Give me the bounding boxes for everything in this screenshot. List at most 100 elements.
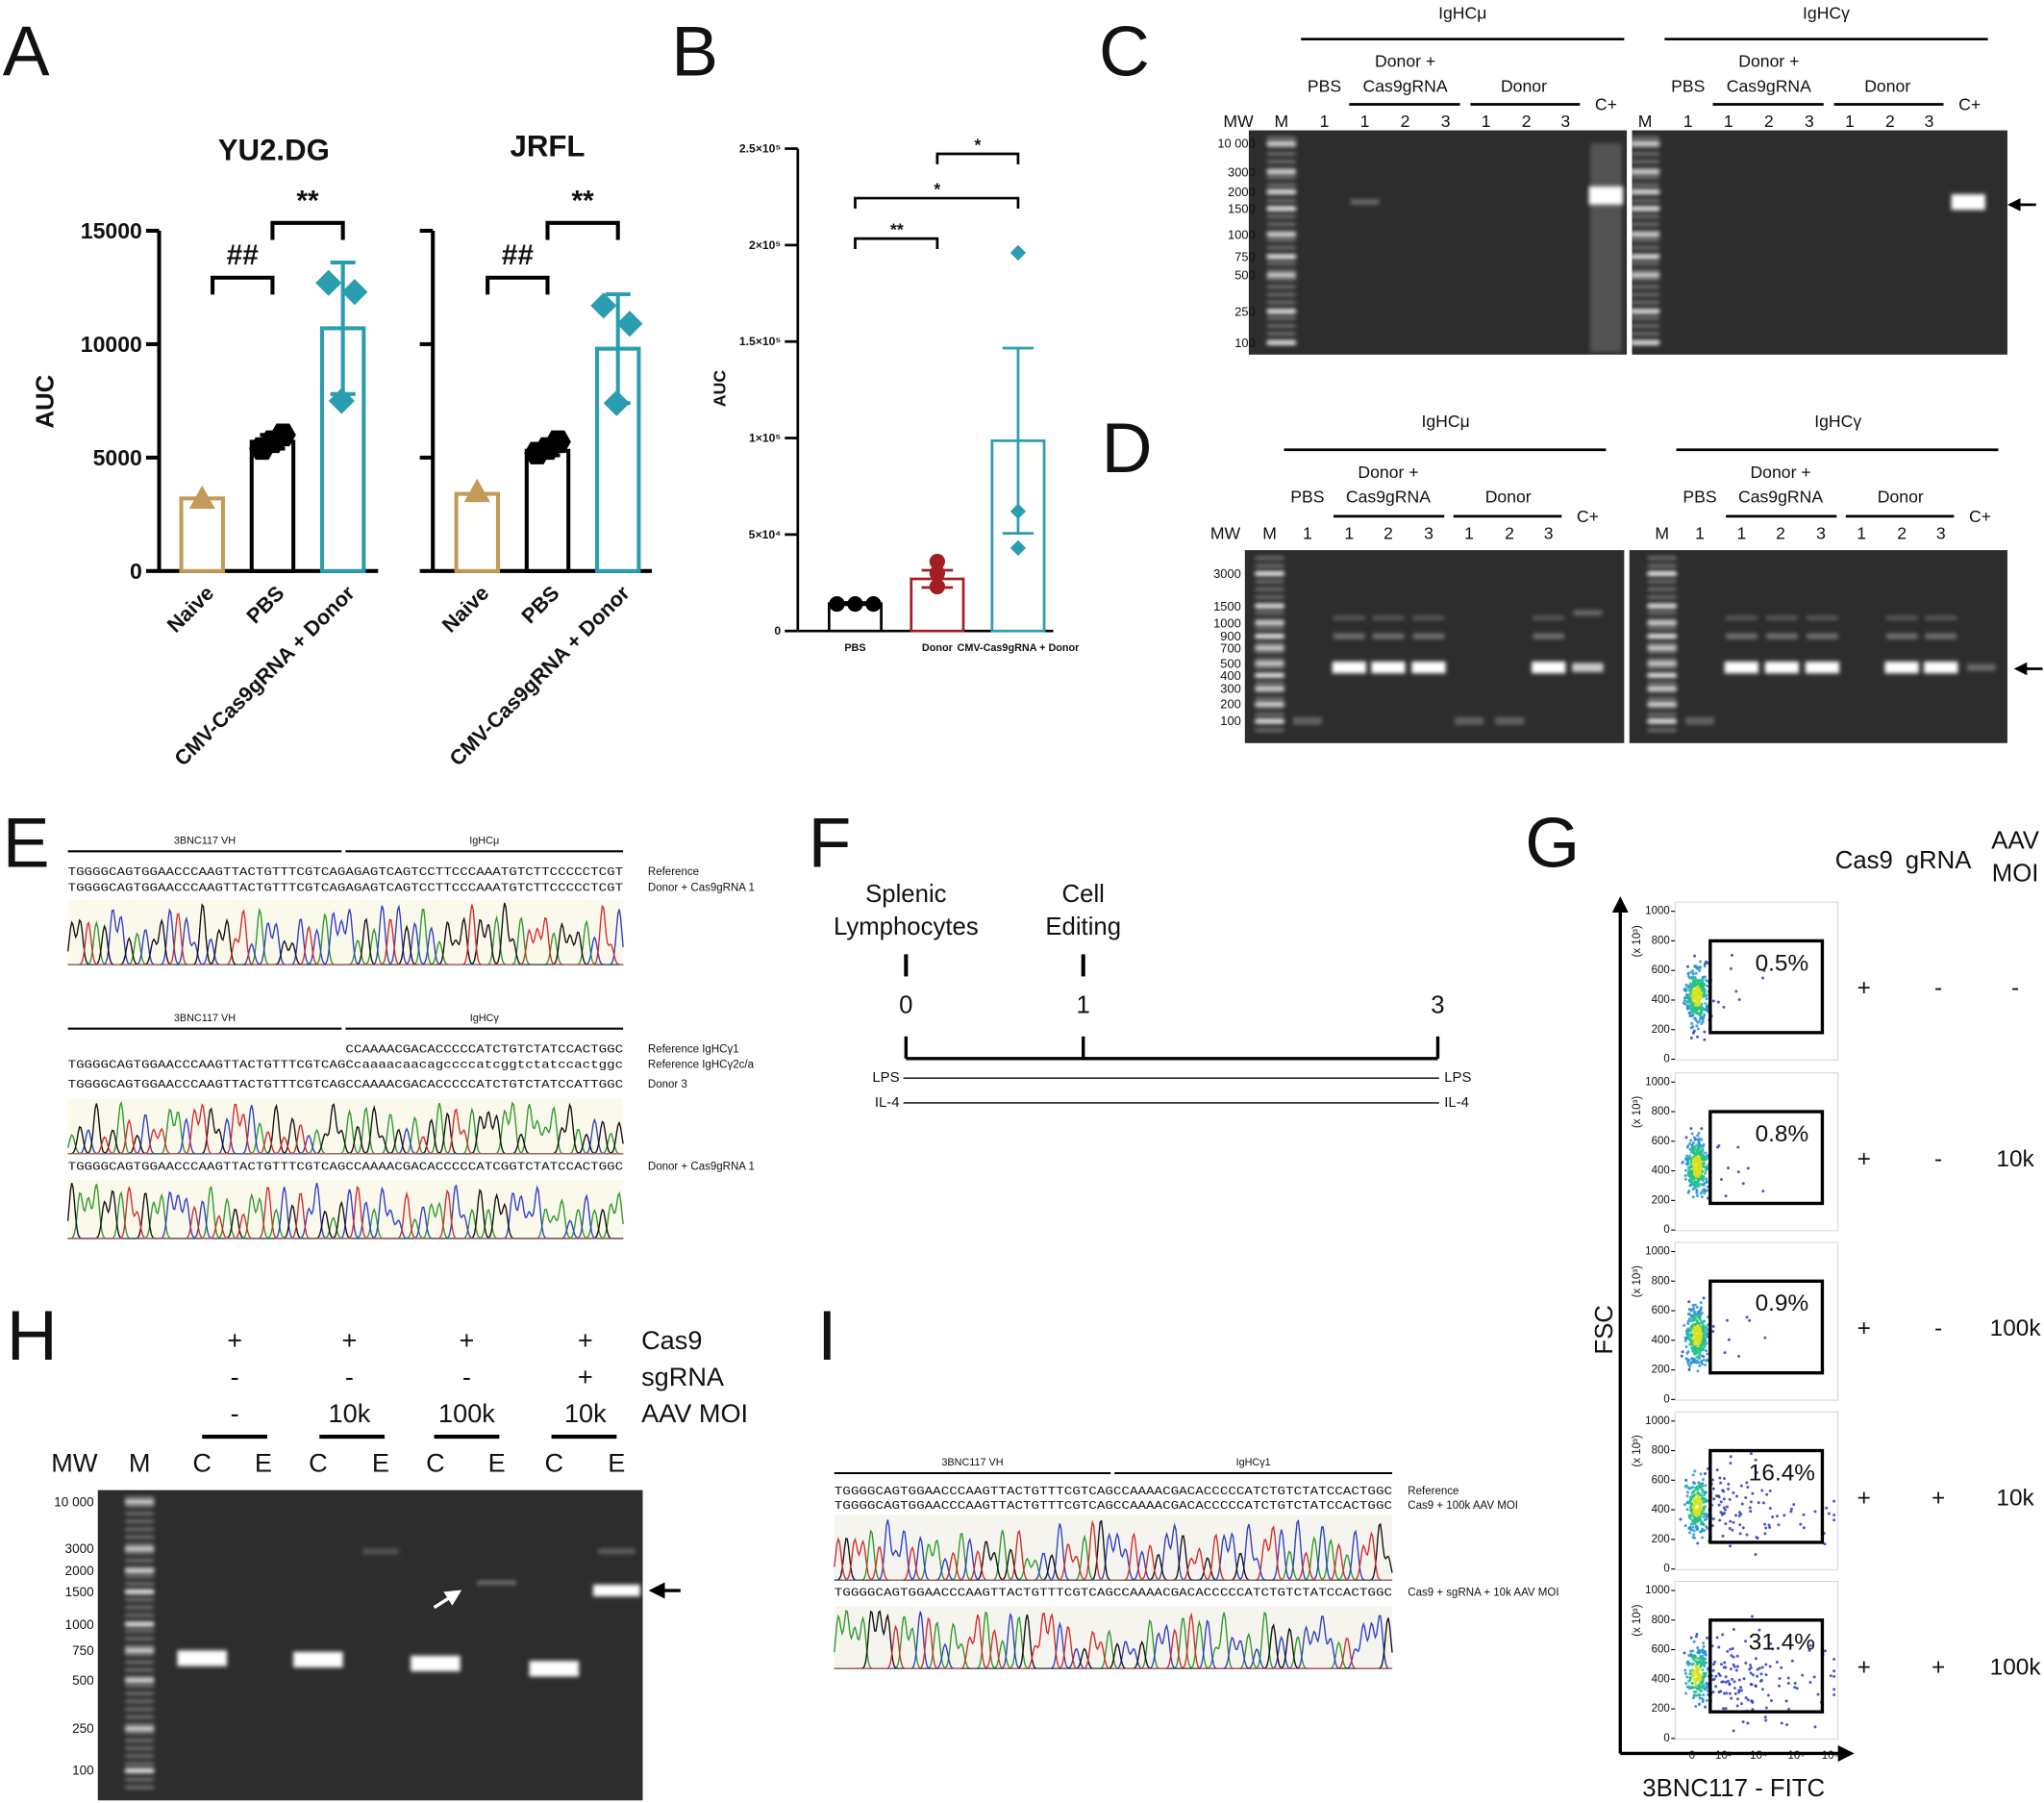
flow-event — [1715, 1468, 1719, 1472]
flow-event — [1685, 1675, 1689, 1679]
flow-event — [1702, 1296, 1706, 1300]
flow-event — [1697, 1132, 1701, 1136]
condition-value: - — [231, 1362, 239, 1391]
condition-sign: 10k — [1996, 1485, 2034, 1511]
data-point — [929, 564, 946, 582]
flow-event — [1769, 1641, 1773, 1645]
flow-event — [1704, 1333, 1707, 1337]
flow-event — [1720, 1178, 1723, 1182]
condition-sign: - — [1934, 975, 1942, 1001]
gel-band — [1631, 285, 1659, 288]
region-label: IgHCγ — [470, 1013, 500, 1024]
gel-band — [125, 1527, 155, 1531]
gel-band — [1647, 564, 1677, 567]
x-tick-label: Naive — [437, 581, 494, 638]
gel-band — [1807, 615, 1838, 620]
gel-band — [1266, 309, 1296, 314]
flow-event — [1689, 1318, 1693, 1322]
flow-event — [1732, 1687, 1736, 1690]
condition-label: Cas9gRNA — [1738, 488, 1823, 507]
flow-event — [1766, 1693, 1770, 1697]
y-tick-label: 0 — [1663, 1733, 1669, 1744]
ladder-label: 100 — [1220, 714, 1240, 728]
flow-event — [1702, 1644, 1706, 1648]
flow-event — [1696, 1502, 1700, 1506]
flow-event — [1711, 1330, 1715, 1334]
treatment-label: IL-4 — [875, 1095, 900, 1111]
gel-band — [361, 1548, 399, 1555]
gel-band — [125, 1739, 155, 1742]
gel-band — [1631, 189, 1659, 194]
flow-event — [1697, 1692, 1701, 1696]
flow-event — [1681, 1350, 1684, 1354]
y-tick-label: 5×10⁴ — [749, 528, 781, 541]
gel-band — [1631, 255, 1659, 260]
gate — [1708, 1279, 1825, 1375]
gel-band — [1255, 673, 1284, 678]
flow-event — [1703, 1030, 1707, 1034]
flow-event — [1693, 954, 1697, 958]
flow-event — [1695, 1508, 1699, 1512]
flow-event — [1693, 1016, 1697, 1020]
flow-event — [1705, 1359, 1708, 1363]
y-tick-label: 1×10⁵ — [749, 432, 781, 445]
panel-label: G — [1525, 804, 1580, 883]
flow-event — [1730, 1654, 1733, 1658]
gel-band — [1266, 316, 1296, 320]
significance-bracket — [211, 275, 275, 295]
gel-band — [1255, 571, 1284, 576]
flow-event — [1692, 1640, 1696, 1643]
y-tick-label: 5000 — [93, 445, 142, 470]
lane-label: 2 — [1897, 524, 1907, 543]
flow-event — [1693, 1672, 1697, 1676]
y-tick-label: 400 — [1652, 1504, 1670, 1515]
flow-event — [1683, 1173, 1687, 1177]
flow-event — [1698, 1486, 1702, 1490]
flow-event — [1703, 1518, 1707, 1522]
treatment-label: LPS — [1444, 1070, 1471, 1086]
gel-band — [1647, 611, 1677, 614]
event-label: Cell — [1062, 881, 1105, 908]
flow-event — [1725, 1691, 1729, 1695]
flow-event — [1698, 1696, 1702, 1700]
flow-event — [1691, 1025, 1695, 1029]
gel-band — [1533, 633, 1564, 639]
gel-band — [1647, 689, 1677, 692]
flow-event — [1734, 1514, 1738, 1517]
flow-event — [1694, 1635, 1698, 1639]
flow-event — [1728, 1497, 1732, 1501]
gel-band — [1412, 633, 1445, 639]
gel-band — [1631, 214, 1659, 218]
flow-event — [1705, 1349, 1708, 1353]
significance-bracket — [935, 152, 1020, 164]
flow-event — [1701, 1648, 1705, 1652]
flow-event — [1697, 1687, 1701, 1690]
flow-event — [1715, 1494, 1719, 1498]
gel-band — [1631, 293, 1659, 296]
flow-event — [1732, 1729, 1735, 1733]
gate-percentage: 0.5% — [1756, 950, 1809, 976]
gel-band — [1266, 238, 1296, 241]
panel-label: C — [1099, 13, 1150, 91]
condition-label: Donor + — [1375, 52, 1435, 71]
flow-event — [1739, 1689, 1743, 1692]
flow-event — [1701, 1650, 1705, 1654]
flow-event — [1727, 1482, 1731, 1486]
condition-sign: + — [1857, 1485, 1871, 1511]
gel-band — [1631, 160, 1659, 163]
gel-band — [125, 1598, 155, 1601]
gel-band — [1334, 615, 1365, 620]
flow-event — [1690, 1514, 1694, 1517]
lane-label: 3 — [1805, 112, 1814, 131]
flow-event — [1720, 1513, 1724, 1516]
flow-event — [1832, 1518, 1836, 1522]
flow-event — [1726, 1649, 1730, 1653]
column-header: Cas9 — [1835, 847, 1893, 874]
condition-label: PBS — [1671, 76, 1705, 95]
gel-band — [1951, 194, 1985, 211]
flow-event — [1759, 1679, 1763, 1683]
flow-event — [1722, 1005, 1726, 1009]
flow-event — [1700, 1002, 1704, 1006]
event-label: Editing — [1045, 914, 1121, 940]
